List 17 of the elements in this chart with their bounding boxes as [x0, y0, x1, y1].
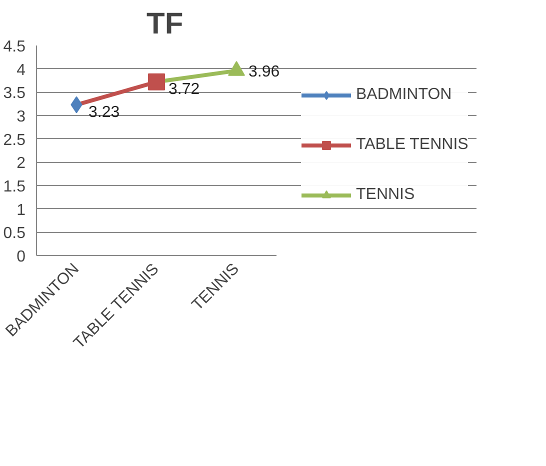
- y-tick-label: 4: [16, 62, 26, 79]
- y-tick-label: 2.5: [3, 132, 26, 149]
- y-tick-label: 1.5: [3, 178, 26, 196]
- y-tick-label: 1: [16, 202, 26, 219]
- legend-label: TENNIS: [356, 186, 415, 204]
- chart-title: TF: [146, 8, 184, 40]
- legend-label: TABLE TENNIS: [356, 136, 468, 154]
- y-tick-label: 4.5: [3, 38, 26, 56]
- y-tick-label: 3: [16, 108, 26, 126]
- data-label: 3.23: [88, 104, 120, 121]
- y-tick-label: 2: [16, 155, 26, 172]
- data-label: 3.72: [168, 80, 200, 98]
- data-label: 3.96: [248, 64, 280, 81]
- y-tick-label: 0.5: [3, 225, 26, 242]
- y-tick-label: 0: [16, 248, 26, 266]
- legend-label: BADMINTON: [356, 86, 452, 104]
- y-tick-label: 3.5: [3, 85, 26, 102]
